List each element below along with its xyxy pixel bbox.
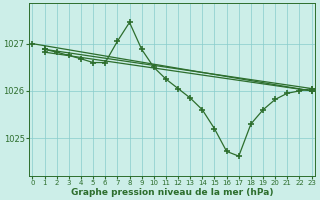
X-axis label: Graphe pression niveau de la mer (hPa): Graphe pression niveau de la mer (hPa) — [71, 188, 273, 197]
